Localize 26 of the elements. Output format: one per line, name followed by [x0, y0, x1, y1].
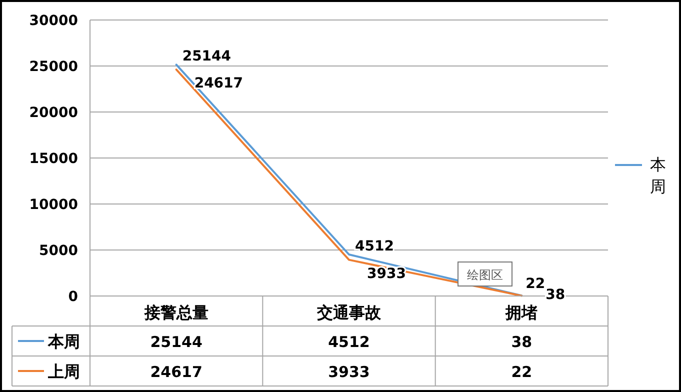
annotation: 4512 [355, 238, 394, 254]
y-tick-label: 0 [68, 289, 78, 305]
annotation: 38 [546, 287, 566, 303]
legend-label: 上周 [47, 362, 80, 381]
data-label: 22 [511, 363, 532, 381]
y-tick-label: 20000 [29, 105, 78, 121]
annotation: 3933 [367, 266, 406, 282]
legend-label: 本周 [47, 332, 80, 351]
annotation: 25144 [182, 48, 232, 65]
x-tick-label: 交通事故 [316, 303, 382, 322]
annotation: 24617 [194, 76, 244, 92]
y-tick-label: 25000 [29, 59, 78, 75]
annotation: 22 [526, 276, 546, 292]
x-tick-label: 拥堵 [504, 303, 538, 322]
data-label: 25144 [150, 333, 202, 351]
data-label: 24617 [150, 363, 202, 381]
y-tick-label: 10000 [29, 197, 78, 213]
data-label: 4512 [328, 333, 370, 351]
y-tick-label: 5000 [39, 243, 78, 259]
annotation: 绘图区 [467, 268, 503, 282]
data-label: 38 [511, 333, 532, 351]
x-tick-label: 接警总量 [143, 303, 208, 322]
data-label: 3933 [328, 363, 370, 381]
text: 本周 [650, 155, 666, 196]
y-tick-label: 15000 [29, 151, 78, 167]
y-tick-label: 30000 [29, 13, 78, 29]
